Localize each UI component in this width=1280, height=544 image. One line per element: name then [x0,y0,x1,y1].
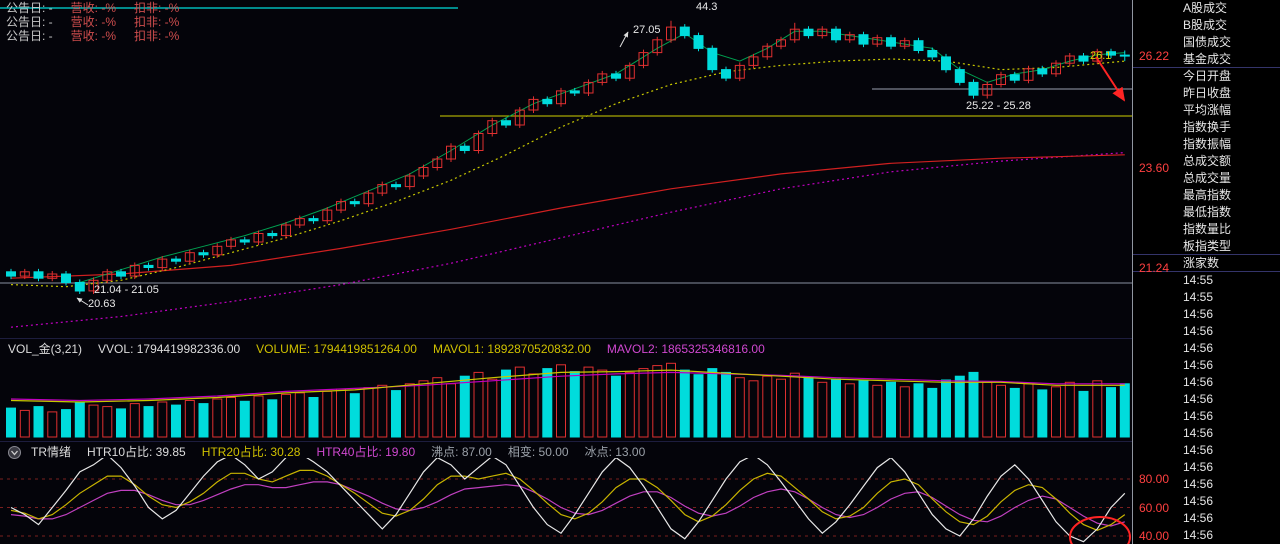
indicator-param: HTR40占比: 19.80 [316,445,416,459]
sidebar-field-label[interactable]: 总成交额 [1183,154,1232,168]
sidebar-time-cell[interactable]: 14:56 [1183,494,1214,508]
sidebar-time-cell[interactable]: 14:56 [1183,324,1214,338]
candles [6,20,1130,294]
main-price-chart[interactable] [0,0,1132,338]
indicator-param: HTR20占比: 30.28 [201,445,301,459]
sidebar-field-label[interactable]: 指数振幅 [1183,137,1232,151]
sidebar-time-cell[interactable]: 14:55 [1183,273,1214,287]
sentiment-indicator-chart[interactable] [0,458,1132,544]
sidebar-time-cell[interactable]: 14:56 [1183,409,1214,423]
sidebar-time-cell[interactable]: 14:56 [1183,460,1214,474]
sidebar-field-label[interactable]: 基金成交 [1133,51,1280,68]
ma-yellow-line [10,58,1125,288]
sidebar-time-cell[interactable]: 14:56 [1183,392,1214,406]
sidebar-field-label[interactable]: 国债成交 [1183,35,1232,49]
sidebar-field-label[interactable]: 板指类型 [1133,238,1280,255]
indicator-param: VOLUME: 1794419851264.00 [256,342,417,356]
info-sidebar: A股成交 B股成交国债成交基金成交 今日开盘昨日收盘平均涨幅指数换手指数振幅总成交额… [1132,0,1280,544]
indicator-param: TR情绪 [31,445,71,459]
tr-magenta-line [10,481,1125,527]
ma-magenta-line [10,152,1125,328]
tr-indicator-header: TR情绪 HTR10占比: 39.85 HTR20占比: 30.28 HTR40占比:… [0,444,1132,460]
sidebar-field-label[interactable]: 指数换手 [1183,120,1232,134]
sidebar-field-label[interactable]: 最低指数 [1183,205,1232,219]
indicator-param: MAVOL2: 1865325346816.00 [606,342,765,356]
ma-red-line [10,154,1125,279]
sidebar-time-cell[interactable]: 14:56 [1183,477,1214,491]
ma-green-line [79,30,1125,283]
sidebar-time-cell[interactable]: 14:56 [1183,358,1214,372]
indicator-param: 相变: 50.00 [507,445,569,459]
sidebar-field-label[interactable]: 昨日收盘 [1183,86,1232,100]
tr-white-line [10,458,1126,543]
sidebar-time-cell[interactable]: 14:56 [1183,511,1214,525]
sidebar-field-label[interactable]: B股成交 [1183,18,1228,32]
volume-indicator-splitter[interactable] [0,441,1132,442]
collapse-pane-icon[interactable] [8,445,21,459]
sidebar-time-cell[interactable]: 14:56 [1183,528,1214,542]
tr-yellow-line [10,469,1126,531]
sidebar-time-cell[interactable]: 14:56 [1183,307,1214,321]
sidebar-field-label[interactable]: 指数量比 [1183,222,1232,236]
sidebar-field-label[interactable]: 最高指数 [1183,188,1232,202]
sidebar-time-cell[interactable]: 14:56 [1183,426,1214,440]
sidebar-field-label[interactable]: 今日开盘 [1183,69,1232,83]
sidebar-time-cell[interactable]: 14:56 [1183,375,1214,389]
volume-bars [6,362,1130,438]
reference-lines [0,7,1132,284]
volume-chart[interactable] [0,357,1132,441]
main-volume-splitter[interactable] [0,338,1132,339]
mavol-yellow-line [10,369,1125,403]
sidebar-time-cell[interactable]: 14:56 [1183,341,1214,355]
indicator-param: VVOL: 1794419982336.00 [98,342,241,356]
sidebar-field-label[interactable]: 涨家数 [1133,255,1280,272]
indicator-param: 冰点: 13.00 [584,445,646,459]
indicator-param: HTR10占比: 39.85 [87,445,186,459]
sidebar-time-cell[interactable]: 14:55 [1183,290,1214,304]
mavol-magenta-line [10,371,1125,402]
indicator-param: 沸点: 87.00 [431,445,492,459]
sidebar-field-label[interactable]: A股成交 [1183,1,1228,15]
sidebar-field-label[interactable]: 平均涨幅 [1183,103,1232,117]
sidebar-time-cell[interactable]: 14:56 [1183,443,1214,457]
indicator-param: MAVOL1: 1892870520832.00 [432,342,591,356]
volume-indicator-header: VOL_金(3,21) VVOL: 1794419982336.00 VOLUME:… [0,341,1132,357]
sidebar-field-label[interactable]: 总成交量 [1183,171,1232,185]
indicator-param: VOL_金(3,21) [8,342,83,356]
